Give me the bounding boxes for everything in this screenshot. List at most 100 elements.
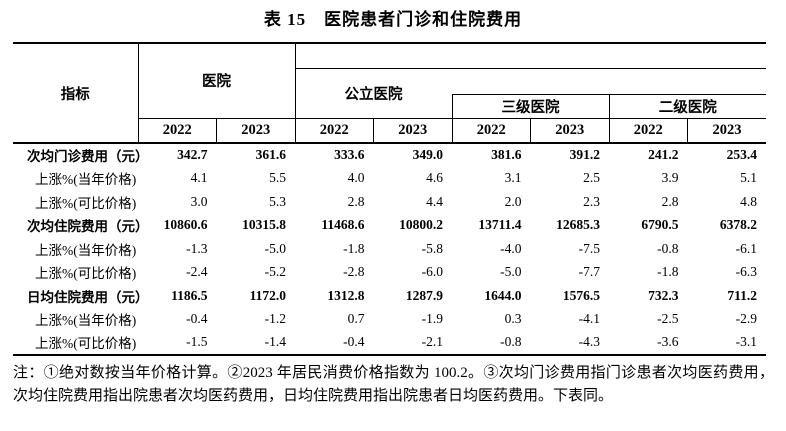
table-row: 上涨%(当年价格) -1.3 -5.0 -1.8 -5.8 -4.0 -7.5 -0.8 -6.… <box>13 237 766 261</box>
year-header: 2023 <box>530 117 609 144</box>
data-cell: 2.3 <box>583 193 600 209</box>
data-cell: 6790.5 <box>641 217 679 233</box>
data-cell: -5.2 <box>264 264 286 280</box>
table-row: 次均门诊费用（元） 342.7 361.6 333.6 349.0 381.6 391.2 2… <box>13 143 766 167</box>
data-cell: 11468.6 <box>321 217 365 233</box>
data-cell: 13711.4 <box>478 217 522 233</box>
data-cell: -4.0 <box>500 240 522 256</box>
data-cell: -1.4 <box>216 331 295 356</box>
table-row: 上涨%(可比价格) 3.0 5.3 2.8 4.4 2.0 2.3 2.8 4.8 <box>13 190 766 214</box>
data-cell: -6.3 <box>735 264 758 280</box>
data-cell: 2.5 <box>583 170 600 186</box>
data-cell: -5.8 <box>421 240 443 256</box>
data-cell: -2.5 <box>657 311 679 327</box>
data-cell: 241.2 <box>648 147 679 163</box>
data-cell: 10315.8 <box>242 217 286 233</box>
years-row: 2022 2023 2022 2023 2022 2023 2022 2023 <box>13 117 767 144</box>
data-cell: -0.4 <box>295 331 374 356</box>
group-header-hospital: 医院 <box>138 42 296 118</box>
data-cell: 253.4 <box>726 147 758 163</box>
data-cell: 342.7 <box>177 147 208 163</box>
data-cell: 4.6 <box>426 170 443 186</box>
data-cell: 6378.2 <box>719 217 758 233</box>
data-cell: -4.3 <box>530 331 609 356</box>
data-cell: 391.2 <box>569 147 600 163</box>
year-header: 2023 <box>373 117 452 144</box>
data-cell: 10800.2 <box>399 217 443 233</box>
table-title: 表 15 医院患者门诊和住院费用 <box>263 10 523 29</box>
data-cell: -1.5 <box>138 331 217 356</box>
row-label: 上涨%(当年价格) <box>35 172 137 188</box>
data-cell: -1.3 <box>186 240 208 256</box>
data-cell: -3.1 <box>687 331 767 356</box>
footnote: 注：①绝对数按当年价格计算。②2023 年居民消费价格指数为 100.2。③次均… <box>13 364 774 404</box>
expense-table: 指标 医院 公立医院 三级医院 二级医院 2022 2023 2022 2023 202… <box>13 42 767 356</box>
data-cell: -0.4 <box>186 311 208 327</box>
data-cell: -1.2 <box>264 311 286 327</box>
table-row: 上涨%(当年价格) -0.4 -1.2 0.7 -1.9 0.3 -4.1 -2.5 -2.9 <box>13 308 766 332</box>
data-cell: -2.4 <box>186 264 208 280</box>
row-label: 次均门诊费用（元） <box>27 149 149 165</box>
data-cell: 2.8 <box>661 193 679 209</box>
data-cell: -5.0 <box>264 240 286 256</box>
year-header: 2023 <box>687 117 767 144</box>
table-row: 上涨%(可比价格) -1.5 -1.4 -0.4 -2.1 -0.8 -4.3 -3.6 -3.… <box>13 331 767 356</box>
table-row: 次均住院费用（元） 10860.6 10315.8 11468.6 10800.2 137… <box>13 214 766 238</box>
data-cell: -4.1 <box>578 311 600 327</box>
public-group-spacer <box>295 42 767 69</box>
data-cell: -0.8 <box>657 240 679 256</box>
group-header-level3-hospital: 三级医院 <box>451 94 610 118</box>
year-header: 2022 <box>137 117 217 144</box>
data-cell: 3.9 <box>661 170 679 186</box>
data-cell: -1.8 <box>657 264 679 280</box>
row-label: 日均住院费用（元） <box>27 289 149 305</box>
data-cell: 711.2 <box>727 287 758 303</box>
data-cell: 1576.5 <box>562 287 600 303</box>
header-row-3: 三级医院 二级医院 <box>13 94 766 118</box>
header-row-1: 指标 医院 <box>13 42 767 144</box>
data-cell: -7.7 <box>578 264 600 280</box>
year-header: 2023 <box>216 117 295 144</box>
year-header: 2022 <box>608 117 688 144</box>
data-cell: 1312.8 <box>327 287 365 303</box>
data-cell: 2.8 <box>347 193 365 209</box>
data-cell: 0.3 <box>504 311 522 327</box>
table-row: 上涨%(当年价格) 4.1 5.5 4.0 4.6 3.1 2.5 3.9 5.1 <box>13 167 766 191</box>
data-cell: 0.7 <box>347 311 365 327</box>
data-cell: 5.1 <box>740 170 758 186</box>
data-cell: 4.0 <box>347 170 365 186</box>
data-cell: 3.1 <box>504 170 522 186</box>
data-cell: 1644.0 <box>484 287 522 303</box>
data-cell: 2.0 <box>504 193 522 209</box>
data-cell: -0.8 <box>452 331 531 356</box>
data-cell: -3.6 <box>609 331 688 356</box>
data-cell: -6.1 <box>735 240 758 256</box>
group-header-public-hospital: 公立医院 <box>344 86 403 103</box>
year-header: 2022 <box>451 117 531 144</box>
row-label: 上涨%(可比价格) <box>13 331 138 356</box>
row-label: 上涨%(可比价格) <box>35 195 137 211</box>
data-cell: 4.4 <box>426 193 443 209</box>
data-cell: 5.3 <box>269 193 286 209</box>
header-row-2: 公立医院 <box>13 68 767 103</box>
row-label: 次均住院费用（元） <box>27 219 149 235</box>
data-cell: 1172.0 <box>249 287 286 303</box>
data-cell: 3.0 <box>190 193 208 209</box>
year-header: 2022 <box>294 117 374 144</box>
data-cell: -2.1 <box>373 331 452 356</box>
data-cell: -5.0 <box>500 264 522 280</box>
data-cell: 1287.9 <box>405 287 443 303</box>
data-cell: 12685.3 <box>556 217 600 233</box>
indicator-header: 指标 <box>13 42 139 144</box>
data-cell: -1.8 <box>343 240 365 256</box>
data-cell: 4.1 <box>190 170 208 186</box>
row-label: 上涨%(可比价格) <box>35 266 137 282</box>
data-cell: 732.3 <box>648 287 679 303</box>
row-label: 上涨%(当年价格) <box>35 313 137 329</box>
data-cell: -2.8 <box>343 264 365 280</box>
table-row: 日均住院费用（元） 1186.5 1172.0 1312.8 1287.9 1644.0 1… <box>13 284 766 308</box>
data-cell: -2.9 <box>735 311 758 327</box>
data-cell: 1186.5 <box>171 287 208 303</box>
data-cell: 349.0 <box>412 147 443 163</box>
